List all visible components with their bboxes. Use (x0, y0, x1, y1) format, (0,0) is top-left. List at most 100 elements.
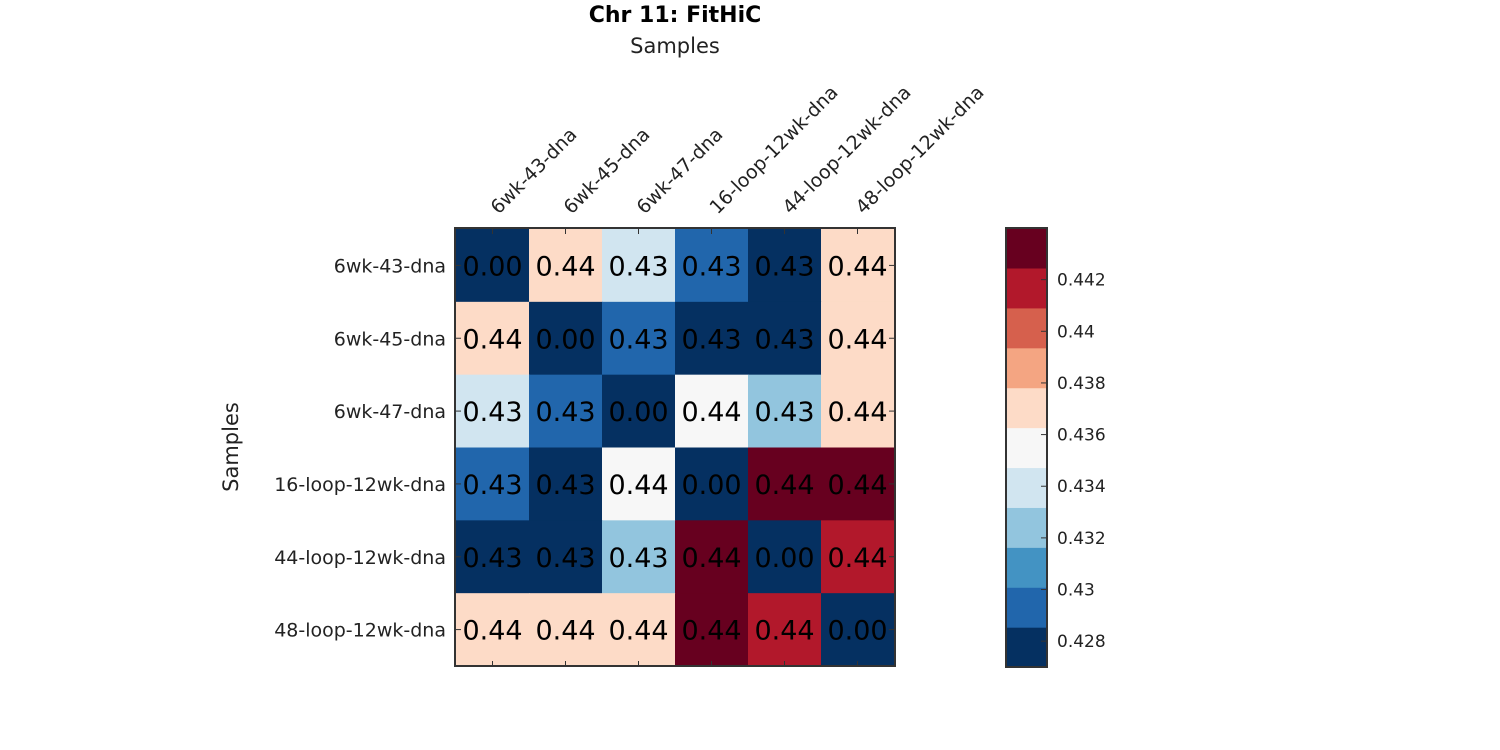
cell-value-label: 0.43 (462, 543, 522, 574)
cell-value-label: 0.44 (827, 470, 887, 501)
cell-value-label: 0.44 (681, 616, 741, 647)
cell-value-label: 0.43 (535, 470, 595, 501)
cell-value-label: 0.43 (754, 251, 814, 282)
heatmap-cell (602, 229, 676, 303)
heatmap-cell (748, 593, 822, 667)
heatmap-cell (529, 593, 603, 667)
y-tick-label: 16-loop-12wk-dna (274, 474, 446, 496)
colorbar-tick-label: 0.428 (1057, 632, 1106, 652)
heatmap-cell (456, 593, 530, 667)
cell-value-label: 0.44 (827, 543, 887, 574)
colorbar-frame (1005, 227, 1048, 668)
cell-value-label: 0.44 (608, 616, 668, 647)
chart-title: Chr 11: FitHiC (589, 3, 762, 28)
cell-value-label: 0.43 (462, 397, 522, 428)
colorbar-band (1006, 547, 1047, 588)
heatmap-cell (529, 229, 603, 303)
colorbar-tick-label: 0.436 (1057, 426, 1106, 446)
heatmap-cell (821, 593, 895, 667)
cell-value-label: 0.43 (608, 324, 668, 355)
cell-value-label: 0.43 (681, 324, 741, 355)
colorbar-tick-label: 0.43 (1057, 581, 1095, 601)
colorbar-band (1006, 267, 1047, 309)
y-tick-label: 6wk-45-dna (334, 328, 446, 350)
heatmap-cell (821, 229, 895, 303)
cell-value-label: 0.44 (462, 616, 522, 647)
x-tick-labels: 6wk-43-dna6wk-45-dna6wk-47-dna16-loop-12… (486, 81, 988, 218)
heatmap-cell (675, 301, 749, 376)
cell-value-label: 0.44 (535, 616, 595, 647)
cell-value-label: 0.44 (754, 616, 814, 647)
heatmap-cell (675, 229, 749, 303)
cell-value-label: 0.43 (681, 251, 741, 282)
colorbar-band (1006, 507, 1047, 548)
heatmap-cell (675, 447, 749, 521)
cell-value-label: 0.44 (535, 251, 595, 282)
cell-value-label: 0.44 (827, 251, 887, 282)
colorbar-tick-label: 0.434 (1057, 477, 1106, 497)
y-tick-label: 6wk-43-dna (334, 255, 446, 277)
heatmap-cell (821, 301, 895, 376)
colorbar-band (1006, 307, 1047, 349)
heatmap-cell (675, 593, 749, 667)
heatmap-cell (748, 301, 822, 376)
cell-value-label: 0.44 (608, 470, 668, 501)
cell-value-label: 0.44 (827, 397, 887, 428)
cell-value-label: 0.44 (462, 324, 522, 355)
heatmap-cell (821, 374, 895, 449)
heatmap-cell (529, 374, 603, 449)
y-tick-label: 6wk-47-dna (334, 401, 446, 423)
cell-value-label: 0.43 (535, 397, 595, 428)
heatmap-cell (602, 593, 676, 667)
cell-value-label: 0.44 (754, 470, 814, 501)
cell-value-label: 0.00 (462, 251, 522, 282)
y-axis-label: Samples (219, 402, 243, 492)
heatmap-cells: 0.00 0.44 0.43 0.43 0.43 0.44 0.44 0.00 0.43 0.43… (455, 228, 895, 667)
y-tick-label: 44-loop-12wk-dna (274, 547, 446, 569)
heatmap-cell (748, 520, 822, 594)
heatmap-cell (456, 447, 530, 521)
heatmap-cell (821, 520, 895, 594)
x-axis-label: Samples (630, 34, 720, 58)
x-tick-label: 44-loop-12wk-dna (778, 81, 915, 218)
colorbar-tick-label: 0.432 (1057, 529, 1106, 549)
cell-value-label: 0.00 (754, 543, 814, 574)
heatmap-cell (529, 447, 603, 521)
cell-value-label: 0.43 (754, 397, 814, 428)
y-tick-labels: 6wk-43-dna 6wk-45-dna 6wk-47-dna 16-loop-12… (274, 255, 446, 641)
cell-value-label: 0.43 (608, 251, 668, 282)
heatmap-cell (748, 229, 822, 303)
heatmap-cell (602, 520, 676, 594)
colorbar: 0.428 0.43 0.432 0.434 0.436 0.438 0.44 0.442 (1005, 227, 1106, 668)
cell-value-label: 0.43 (754, 324, 814, 355)
colorbar-tick-label: 0.44 (1057, 322, 1095, 342)
heatmap-cell (456, 229, 530, 303)
colorbar-band (1006, 627, 1047, 668)
cell-value-label: 0.00 (535, 324, 595, 355)
cell-value-label: 0.43 (462, 470, 522, 501)
colorbar-band (1006, 467, 1047, 508)
heatmap-cell (675, 520, 749, 594)
heatmap-cell (602, 447, 676, 521)
heatmap-cell (456, 374, 530, 449)
heatmap-cell (821, 447, 895, 521)
cell-value-label: 0.00 (827, 616, 887, 647)
plot-frame (454, 227, 896, 667)
heatmap-cell (529, 520, 603, 594)
colorbar-tick-label: 0.438 (1057, 374, 1106, 394)
colorbar-band (1006, 587, 1047, 628)
x-tick-label: 16-loop-12wk-dna (705, 81, 842, 218)
heatmap-cell (456, 301, 530, 376)
heatmap-cell (675, 374, 749, 449)
cell-value-label: 0.00 (681, 470, 741, 501)
heatmap-cell (602, 301, 676, 376)
colorbar-tick-label: 0.442 (1057, 271, 1106, 291)
heatmap-cell (748, 374, 822, 449)
x-tick-label: 48-loop-12wk-dna (851, 81, 988, 218)
cell-value-label: 0.44 (681, 543, 741, 574)
cell-value-label: 0.43 (535, 543, 595, 574)
heatmap-cell (529, 301, 603, 376)
colorbar-band (1006, 387, 1047, 429)
colorbar-band (1006, 347, 1047, 389)
